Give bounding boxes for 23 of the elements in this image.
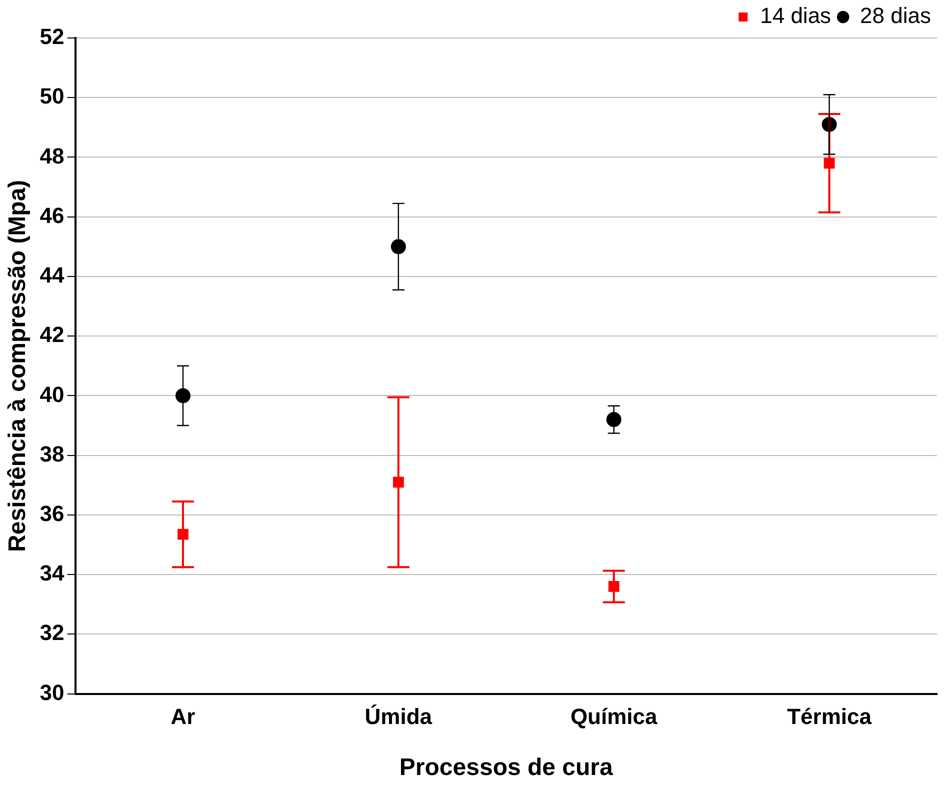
y-tick-label: 50 [40,84,64,109]
point [175,388,190,404]
x-tick-label: Úmida [364,704,433,730]
y-axis-title: Resistência à compressão (Mpa) [4,180,32,552]
y-tick-label: 38 [40,441,64,466]
legend-label: 28 dias [860,3,932,28]
y-tick-label: 36 [40,501,64,526]
x-axis-title: Processos de cura [399,754,614,782]
y-tick-label: 32 [40,620,64,646]
point [390,239,406,254]
x-tick-label: Térmica [787,704,872,730]
y-tick-label: 46 [40,202,64,228]
x-tick-label: Ar [170,704,196,730]
y-tick-label: 44 [40,262,66,288]
y-tick-label: 42 [40,322,64,348]
y-tick-label: 48 [40,143,64,168]
y-tick-label: 34 [40,560,66,586]
x-tick-label: Química [570,704,658,730]
legend-label: 14 dias [760,3,832,28]
y-tick-label: 52 [40,24,64,50]
y-tick-label: 40 [40,382,64,407]
y-tick-label: 30 [40,680,64,705]
point [606,412,622,428]
